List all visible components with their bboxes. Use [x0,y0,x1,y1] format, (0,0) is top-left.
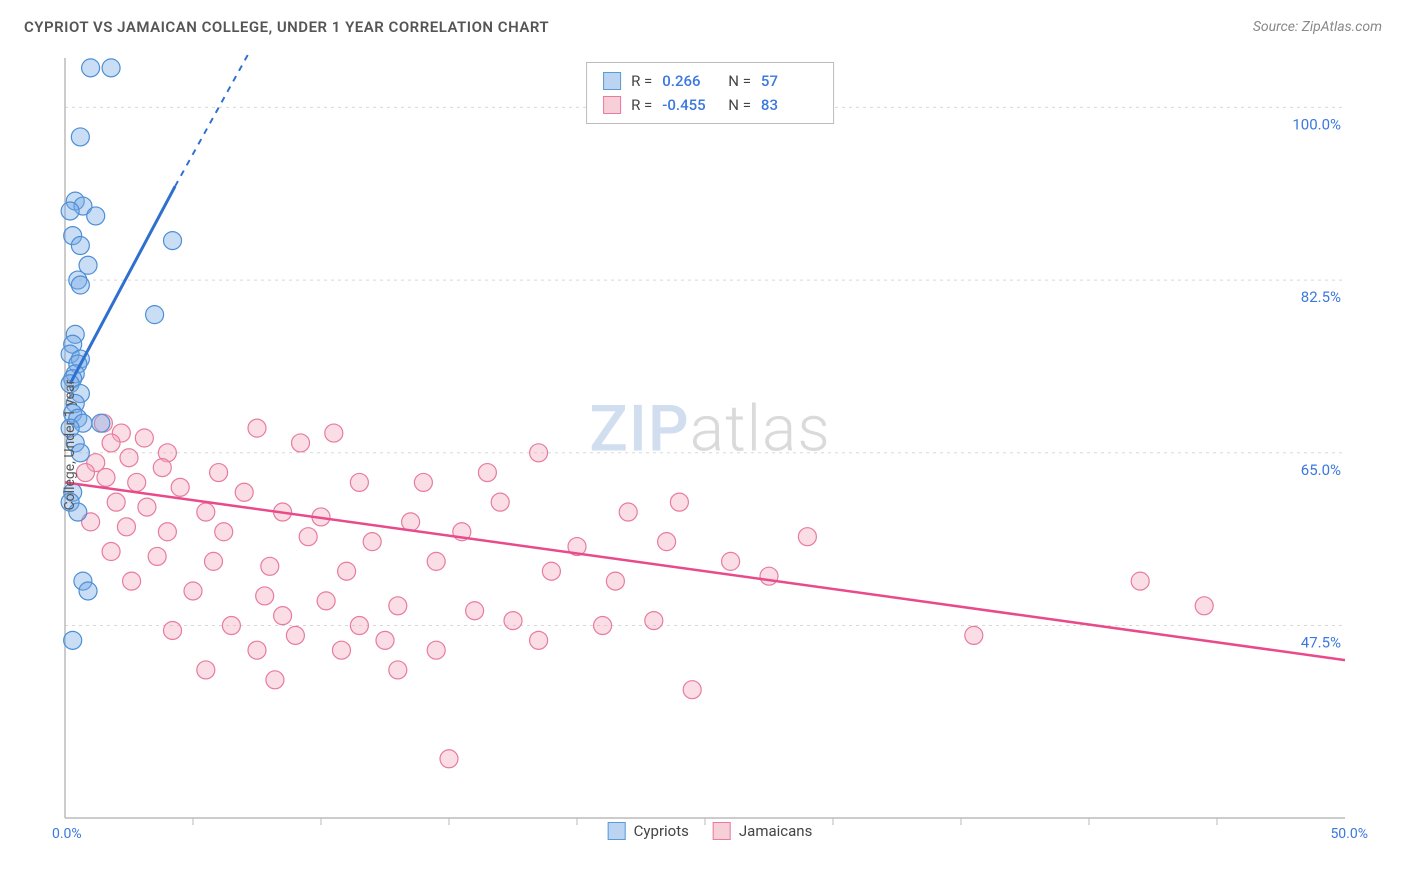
r-label: R = [631,69,652,93]
n-value: 83 [761,93,817,117]
swatch-blue [608,822,626,840]
x-axis-min: 0.0% [52,826,82,842]
svg-text:47.5%: 47.5% [1301,634,1341,652]
chart-svg: 100.0% 82.5% 65.0% 47.5% [50,50,1370,840]
correlation-chart: 100.0% 82.5% 65.0% 47.5% College, Under 1 y… [50,50,1370,840]
r-value: 0.266 [662,69,718,93]
legend-item-cypriots: Cypriots [608,822,689,840]
r-value: -0.455 [662,93,718,117]
correlation-legend: R = 0.266 N = 57 R = -0.455 N = 83 [586,62,834,124]
source-attribution: Source: ZipAtlas.com [1253,19,1382,35]
r-label: R = [631,93,652,117]
legend-label: Jamaicans [739,822,812,840]
y-axis-label: College, Under 1 year [62,380,78,511]
n-label: N = [728,69,751,93]
legend-label: Cypriots [634,822,689,840]
series-legend: Cypriots Jamaicans [608,822,813,840]
n-value: 57 [761,69,817,93]
svg-text:100.0%: 100.0% [1292,115,1341,133]
chart-title: CYPRIOT VS JAMAICAN COLLEGE, UNDER 1 YEA… [24,18,549,36]
legend-row-cypriots: R = 0.266 N = 57 [603,69,817,93]
svg-text:82.5%: 82.5% [1301,288,1341,306]
legend-item-jamaicans: Jamaicans [713,822,812,840]
swatch-pink [603,96,621,114]
legend-row-jamaicans: R = -0.455 N = 83 [603,93,817,117]
swatch-pink [713,822,731,840]
swatch-blue [603,72,621,90]
n-label: N = [728,93,751,117]
x-axis-max: 50.0% [1330,826,1368,842]
svg-text:65.0%: 65.0% [1301,461,1341,479]
